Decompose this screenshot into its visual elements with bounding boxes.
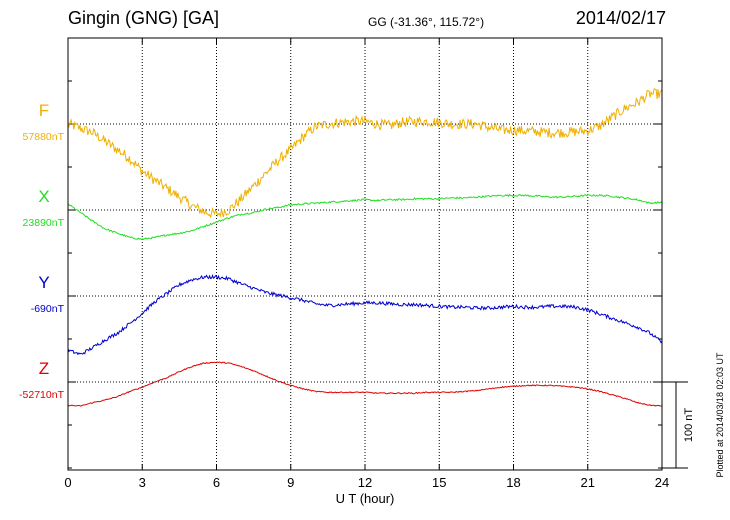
x-tick-label: 3 [139, 475, 146, 490]
baseline-value-x: 23890nT [23, 217, 65, 229]
trace-y [67, 274, 663, 356]
trace-x [67, 193, 663, 241]
x-tick-label: 12 [358, 475, 372, 490]
baseline-value-y: -690nT [31, 303, 65, 315]
x-tick-label: 0 [64, 475, 71, 490]
station-coordinates: GG (-31.36°, 115.72°) [368, 15, 485, 29]
x-tick-label: 9 [287, 475, 294, 490]
baseline-value-z: -52710nT [19, 389, 65, 401]
date-label: 2014/02/17 [575, 8, 666, 28]
x-tick-label: 24 [655, 475, 669, 490]
series-label-y: Y [38, 273, 49, 292]
scale-bar-label: 100 nT [683, 408, 695, 443]
x-tick-label: 6 [213, 475, 220, 490]
x-tick-label: 18 [506, 475, 520, 490]
station-title: Gingin (GNG) [GA] [68, 8, 220, 28]
trace-f [67, 88, 663, 219]
x-tick-label: 21 [581, 475, 595, 490]
series-label-f: F [39, 101, 49, 120]
x-axis-label: U T (hour) [336, 491, 395, 506]
series-label-z: Z [39, 359, 49, 378]
x-tick-label: 15 [432, 475, 446, 490]
trace-z [67, 361, 663, 407]
series-label-x: X [38, 187, 49, 206]
baseline-value-f: 57880nT [23, 131, 65, 143]
